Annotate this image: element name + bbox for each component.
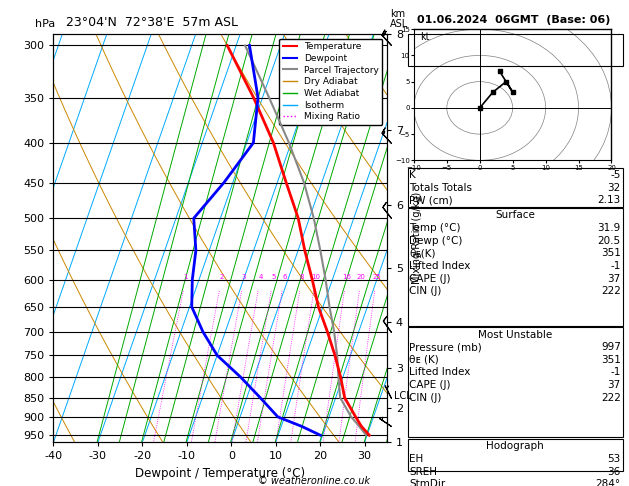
Text: hPa: hPa [35,19,55,29]
Text: kt: kt [420,32,430,42]
X-axis label: Dewpoint / Temperature (°C): Dewpoint / Temperature (°C) [135,467,305,480]
Text: 284°: 284° [596,479,621,486]
Text: 32: 32 [608,183,621,193]
Text: 3: 3 [242,274,247,280]
Text: 997: 997 [601,342,621,352]
Text: Lifted Index: Lifted Index [409,261,471,271]
Text: 23°04'N  72°38'E  57m ASL: 23°04'N 72°38'E 57m ASL [66,16,238,29]
Text: 351: 351 [601,355,621,365]
Text: θᴇ (K): θᴇ (K) [409,355,439,365]
Text: 36: 36 [608,467,621,477]
Text: StmDir: StmDir [409,479,446,486]
Text: 2.13: 2.13 [598,195,621,206]
Text: LCL: LCL [394,391,411,400]
Text: Surface: Surface [495,210,535,221]
Text: © weatheronline.co.uk: © weatheronline.co.uk [259,475,370,486]
Text: Lifted Index: Lifted Index [409,367,471,378]
Legend: Temperature, Dewpoint, Parcel Trajectory, Dry Adiabat, Wet Adiabat, Isotherm, Mi: Temperature, Dewpoint, Parcel Trajectory… [279,38,382,125]
Text: CAPE (J): CAPE (J) [409,274,451,284]
Text: 1: 1 [184,274,188,280]
Text: Dewp (°C): Dewp (°C) [409,236,463,246]
Text: 20.5: 20.5 [598,236,621,246]
Text: 01.06.2024  06GMT  (Base: 06): 01.06.2024 06GMT (Base: 06) [417,15,610,25]
Text: -1: -1 [611,367,621,378]
Text: km
ASL: km ASL [390,9,408,29]
Text: CIN (J): CIN (J) [409,393,442,403]
Text: -5: -5 [611,170,621,180]
Text: Totals Totals: Totals Totals [409,183,472,193]
Text: PW (cm): PW (cm) [409,195,453,206]
Text: EH: EH [409,454,424,464]
Text: CIN (J): CIN (J) [409,286,442,296]
Text: K: K [409,170,416,180]
Text: 351: 351 [601,248,621,259]
Text: Temp (°C): Temp (°C) [409,223,461,233]
Text: 37: 37 [608,380,621,390]
Text: Hodograph: Hodograph [486,441,544,451]
Text: θᴇ(K): θᴇ(K) [409,248,436,259]
Text: 16: 16 [342,274,351,280]
Text: 53: 53 [608,454,621,464]
Text: CAPE (J): CAPE (J) [409,380,451,390]
Text: Most Unstable: Most Unstable [478,330,552,340]
Text: -1: -1 [611,261,621,271]
Text: 222: 222 [601,286,621,296]
Text: 20: 20 [357,274,366,280]
Text: 31.9: 31.9 [598,223,621,233]
Text: 6: 6 [282,274,287,280]
Text: 8: 8 [300,274,304,280]
Text: 10: 10 [311,274,320,280]
Text: Pressure (mb): Pressure (mb) [409,342,482,352]
Text: Mixing Ratio (g/kg): Mixing Ratio (g/kg) [412,192,422,284]
Text: 2: 2 [220,274,224,280]
Text: 25: 25 [372,274,381,280]
Text: 222: 222 [601,393,621,403]
Text: SREH: SREH [409,467,438,477]
Text: 37: 37 [608,274,621,284]
Text: 4: 4 [259,274,263,280]
Text: 5: 5 [271,274,276,280]
